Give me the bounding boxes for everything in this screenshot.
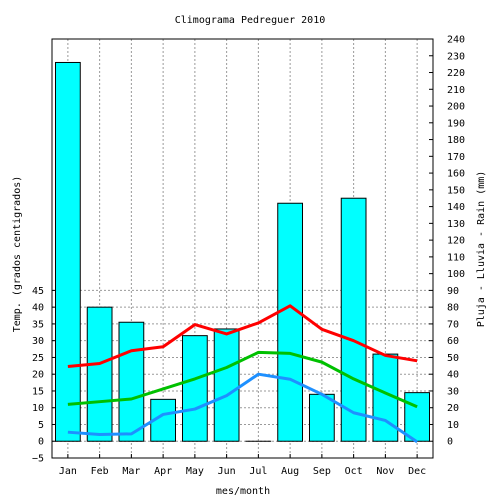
- x-axis-tick-label: Apr: [154, 466, 172, 477]
- right-axis-tick-label: 230: [447, 51, 465, 62]
- y-axis-label-right: Pluja - Lluvia - Rain (mm): [476, 171, 487, 328]
- right-axis-tick-label: 130: [447, 219, 465, 230]
- left-axis-tick-label: 25: [32, 353, 44, 364]
- right-axis-tick-label: 110: [447, 252, 465, 263]
- chart-title: Climograma Pedreguer 2010: [175, 15, 326, 26]
- rain-bar-feb: [86, 306, 113, 442]
- right-axis-tick-label: 210: [447, 85, 465, 96]
- x-axis-tick-label: Oct: [345, 466, 363, 477]
- left-axis-tick-label: 5: [38, 420, 44, 431]
- rain-bar-jan: [54, 61, 81, 442]
- right-axis-tick-label: 60: [447, 336, 459, 347]
- temperature-lines: [67, 304, 418, 444]
- right-axis-tick-label: 220: [447, 68, 465, 79]
- left-axis-ticks: −5 0 5 10 15 20 25 30 35 40 45: [32, 286, 56, 465]
- right-axis-tick-label: 30: [447, 386, 459, 397]
- rain-bar-jun: [213, 328, 240, 442]
- x-axis-tick-label: May: [186, 466, 204, 477]
- grid-layer: [52, 39, 433, 459]
- right-axis-tick-label: 10: [447, 420, 459, 431]
- right-axis-tick-label: 240: [447, 35, 465, 46]
- rain-bar-may: [181, 335, 208, 442]
- x-axis-tick-label: Jun: [218, 466, 236, 477]
- right-axis-ticks: 0 10 20 30 40 50 60 70 80 90 100 110 120 130 140 150 160…: [429, 35, 465, 448]
- left-axis-tick-label: 35: [32, 319, 44, 330]
- right-axis-tick-label: 200: [447, 102, 465, 113]
- rain-bar-sep: [308, 393, 335, 442]
- right-axis-tick-label: 50: [447, 353, 459, 364]
- right-axis-tick-label: 190: [447, 118, 465, 129]
- temperature-series-line-2: [67, 350, 418, 409]
- rain-bar-dec: [404, 392, 431, 442]
- right-axis-tick-label: 70: [447, 319, 459, 330]
- y-axis-label-left: Temp. (grados centigrados): [12, 176, 23, 333]
- x-axis-tick-label: Aug: [281, 466, 299, 477]
- left-axis-tick-label: 45: [32, 286, 44, 297]
- x-axis-tick-label: Jul: [249, 466, 267, 477]
- x-axis-tick-label: Sep: [313, 466, 331, 477]
- left-axis-tick-label: 30: [32, 336, 44, 347]
- temperature-series-line-3: [67, 372, 418, 444]
- x-axis-label: mes/month: [216, 486, 270, 497]
- rain-bar-mar: [118, 321, 145, 442]
- x-axis-tick-label: Mar: [122, 466, 140, 477]
- left-axis-tick-label: 40: [32, 303, 44, 314]
- x-axis-ticks: Jan Feb Mar Apr May Jun Jul Aug Sep Oct Nov Dec: [59, 454, 426, 477]
- right-axis-tick-label: 120: [447, 236, 465, 247]
- left-axis-tick-label: 20: [32, 370, 44, 381]
- right-axis-tick-label: 90: [447, 286, 459, 297]
- right-axis-tick-label: 0: [447, 437, 453, 448]
- temperature-series-line-1: [67, 304, 418, 368]
- left-axis-tick-label: 15: [32, 386, 44, 397]
- left-axis-tick-label: 10: [32, 403, 44, 414]
- x-axis-tick-label: Feb: [91, 466, 109, 477]
- left-axis-tick-label: −5: [32, 454, 44, 465]
- right-axis-tick-label: 100: [447, 269, 465, 280]
- x-axis-tick-label: Nov: [376, 466, 394, 477]
- right-axis-tick-label: 180: [447, 135, 465, 146]
- right-axis-tick-label: 140: [447, 202, 465, 213]
- right-axis-tick-label: 20: [447, 403, 459, 414]
- left-axis-tick-label: 0: [38, 437, 44, 448]
- rain-bar-aug: [277, 202, 304, 442]
- x-axis-tick-label: Dec: [408, 466, 426, 477]
- right-axis-tick-label: 160: [447, 169, 465, 180]
- right-axis-tick-label: 150: [447, 185, 465, 196]
- x-axis-tick-label: Jan: [59, 466, 77, 477]
- right-axis-tick-label: 40: [447, 370, 459, 381]
- plot-frame: [51, 38, 434, 459]
- rain-bars: [54, 61, 431, 442]
- right-axis-tick-label: 80: [447, 303, 459, 314]
- rain-bar-oct: [340, 197, 367, 442]
- right-axis-tick-label: 170: [447, 152, 465, 163]
